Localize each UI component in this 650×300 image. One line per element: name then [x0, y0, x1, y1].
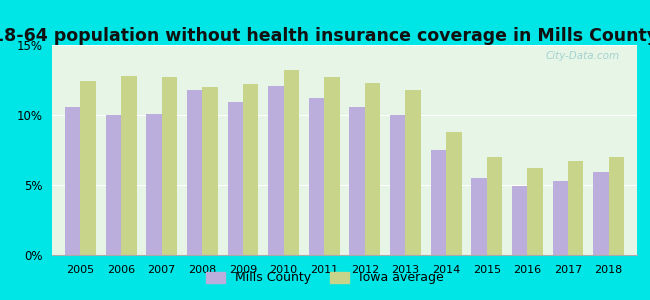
- Bar: [349, 106, 365, 255]
- Bar: [471, 178, 487, 255]
- Bar: [512, 186, 527, 255]
- Bar: [81, 81, 96, 255]
- Bar: [283, 70, 299, 255]
- Bar: [227, 102, 243, 255]
- Bar: [324, 77, 339, 255]
- Bar: [202, 87, 218, 255]
- Bar: [431, 150, 446, 255]
- Bar: [105, 115, 121, 255]
- Bar: [487, 157, 502, 255]
- Bar: [552, 181, 568, 255]
- Bar: [568, 161, 584, 255]
- Bar: [162, 77, 177, 255]
- Legend: Mills County, Iowa average: Mills County, Iowa average: [200, 265, 450, 291]
- Text: 18-64 population without health insurance coverage in Mills County: 18-64 population without health insuranc…: [0, 27, 650, 45]
- Bar: [608, 157, 624, 255]
- Bar: [593, 172, 608, 255]
- Bar: [390, 115, 406, 255]
- Bar: [365, 83, 380, 255]
- Bar: [268, 85, 283, 255]
- Bar: [406, 90, 421, 255]
- Bar: [527, 168, 543, 255]
- Text: City-Data.com: City-Data.com: [545, 51, 619, 61]
- Bar: [309, 98, 324, 255]
- Bar: [121, 76, 136, 255]
- Bar: [243, 84, 259, 255]
- Bar: [446, 132, 462, 255]
- Bar: [146, 114, 162, 255]
- Bar: [187, 90, 202, 255]
- Bar: [65, 106, 81, 255]
